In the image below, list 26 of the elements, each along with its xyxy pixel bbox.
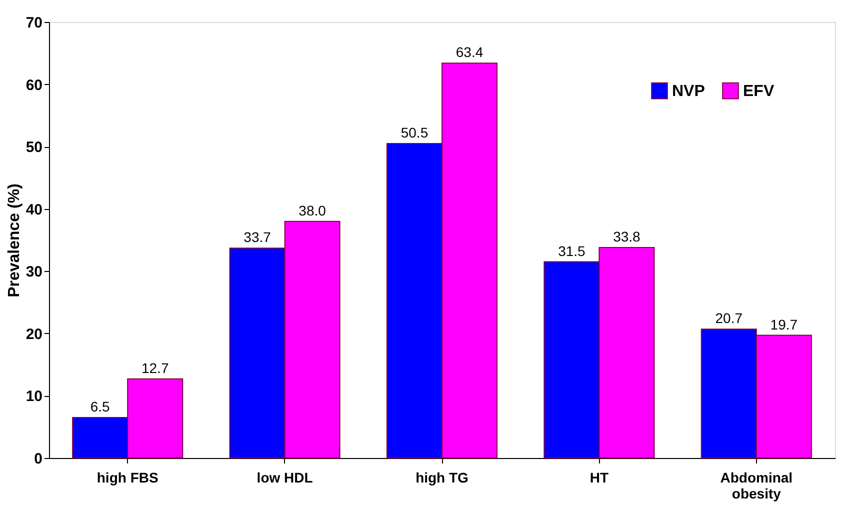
y-tick-label: 20 (26, 326, 42, 343)
y-axis-title: Prevalence (%) (6, 184, 23, 298)
y-tick-label: 50 (26, 139, 42, 156)
data-label: 63.4 (456, 44, 484, 60)
data-label: 33.7 (244, 229, 272, 246)
data-label: 33.8 (613, 228, 641, 244)
x-tick-label: low HDL (256, 470, 314, 486)
data-label: 6.5 (90, 398, 110, 415)
data-label: 19.7 (770, 316, 798, 332)
y-tick-label: 70 (26, 14, 42, 32)
data-label: 38.0 (298, 202, 326, 218)
y-tick-label: 10 (26, 388, 42, 406)
data-label: 12.7 (141, 360, 169, 376)
y-tick-label: 60 (26, 76, 42, 94)
legend-label: NVP (672, 82, 706, 100)
x-tick-label: HT (590, 470, 609, 486)
data-label: 20.7 (715, 310, 743, 326)
y-tick-label: 0 (34, 450, 42, 468)
legend-label: EFV (743, 82, 774, 100)
y-tick-label: 30 (26, 264, 42, 281)
x-tick-label: high FBS (96, 470, 158, 486)
y-tick-label: 40 (26, 201, 42, 218)
data-label: 50.5 (400, 124, 428, 140)
x-tick-label: high TG (416, 470, 469, 486)
data-label: 31.5 (558, 242, 586, 259)
x-tick-label: Abdominal obesity (720, 470, 793, 502)
